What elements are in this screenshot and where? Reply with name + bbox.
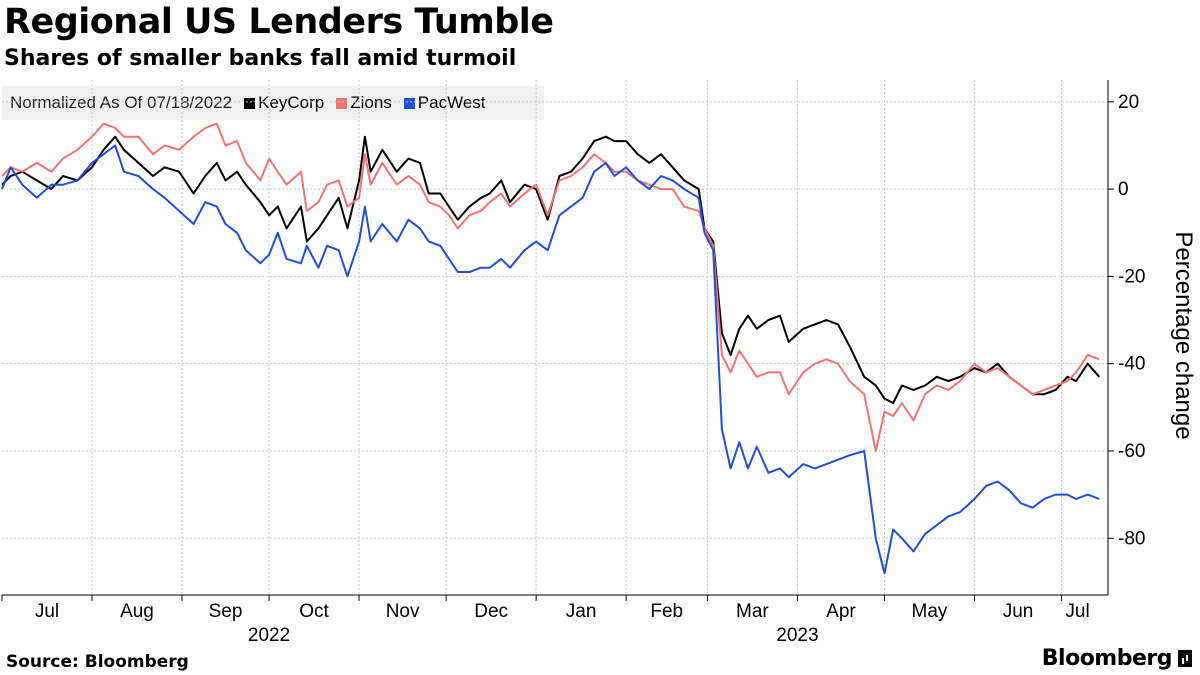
legend-label-keycorp: KeyCorp — [258, 93, 325, 112]
x-tick-label: Oct — [299, 601, 329, 622]
series-line-keycorp — [1, 135, 1101, 404]
chart-subtitle: Shares of smaller banks fall amid turmoi… — [4, 46, 517, 71]
x-tick-label: Aug — [120, 601, 154, 622]
axes: 20 0 -20 -40 -60 -80 Jul Aug Sep Oct Nov Dec Jan Feb M… — [1, 80, 1197, 646]
legend-item-keycorp: KeyCorp — [244, 93, 324, 113]
x-tick-label: Dec — [474, 601, 508, 622]
x-tick-label: Apr — [826, 601, 856, 622]
x-tick-label: Jan — [566, 601, 597, 622]
logo-text: Bloomberg — [1041, 646, 1173, 671]
x-year-label: 2022 — [248, 625, 290, 646]
x-tick-label: Jun — [1003, 601, 1034, 622]
legend-item-pacwest: PacWest — [403, 93, 486, 113]
y-tick-label: -40 — [1118, 354, 1145, 375]
source-note: Source: Bloomberg — [6, 652, 189, 672]
legend-label-zions: Zions — [350, 93, 392, 112]
legend: Normalized As Of 07/18/2022 KeyCorp Zion… — [2, 86, 544, 120]
x-tick-label: Sep — [209, 601, 243, 622]
legend-swatch-zions — [336, 97, 348, 109]
bloomberg-logo: Bloomberg — [1042, 646, 1192, 671]
x-tick-label: Mar — [736, 601, 769, 622]
y-tick-label: -80 — [1118, 528, 1145, 549]
y-tick-label: -20 — [1118, 266, 1145, 287]
series-line-zions — [1, 122, 1100, 452]
chart-title: Regional US Lenders Tumble — [4, 2, 554, 42]
y-axis-title: Percentage change — [1170, 231, 1197, 439]
series-lines — [1, 122, 1101, 575]
legend-swatch-pacwest — [403, 97, 415, 109]
y-tick-label: -60 — [1118, 441, 1145, 462]
x-tick-label: Nov — [386, 601, 420, 622]
legend-note: Normalized As Of 07/18/2022 — [10, 93, 233, 112]
bloomberg-chart-icon — [1178, 650, 1192, 667]
legend-label-pacwest: PacWest — [417, 93, 486, 112]
gridlines — [2, 80, 1108, 595]
y-tick-label: 20 — [1118, 92, 1139, 113]
x-year-label: 2023 — [776, 625, 818, 646]
y-tick-label: 0 — [1118, 179, 1129, 200]
series-line-pacwest — [1, 144, 1100, 575]
legend-swatch-keycorp — [244, 97, 256, 109]
x-tick-label: Jul — [1065, 601, 1089, 622]
x-tick-label: May — [912, 601, 948, 622]
x-tick-label: Jul — [35, 601, 59, 622]
x-tick-label: Feb — [650, 601, 683, 622]
legend-item-zions: Zions — [336, 93, 392, 113]
